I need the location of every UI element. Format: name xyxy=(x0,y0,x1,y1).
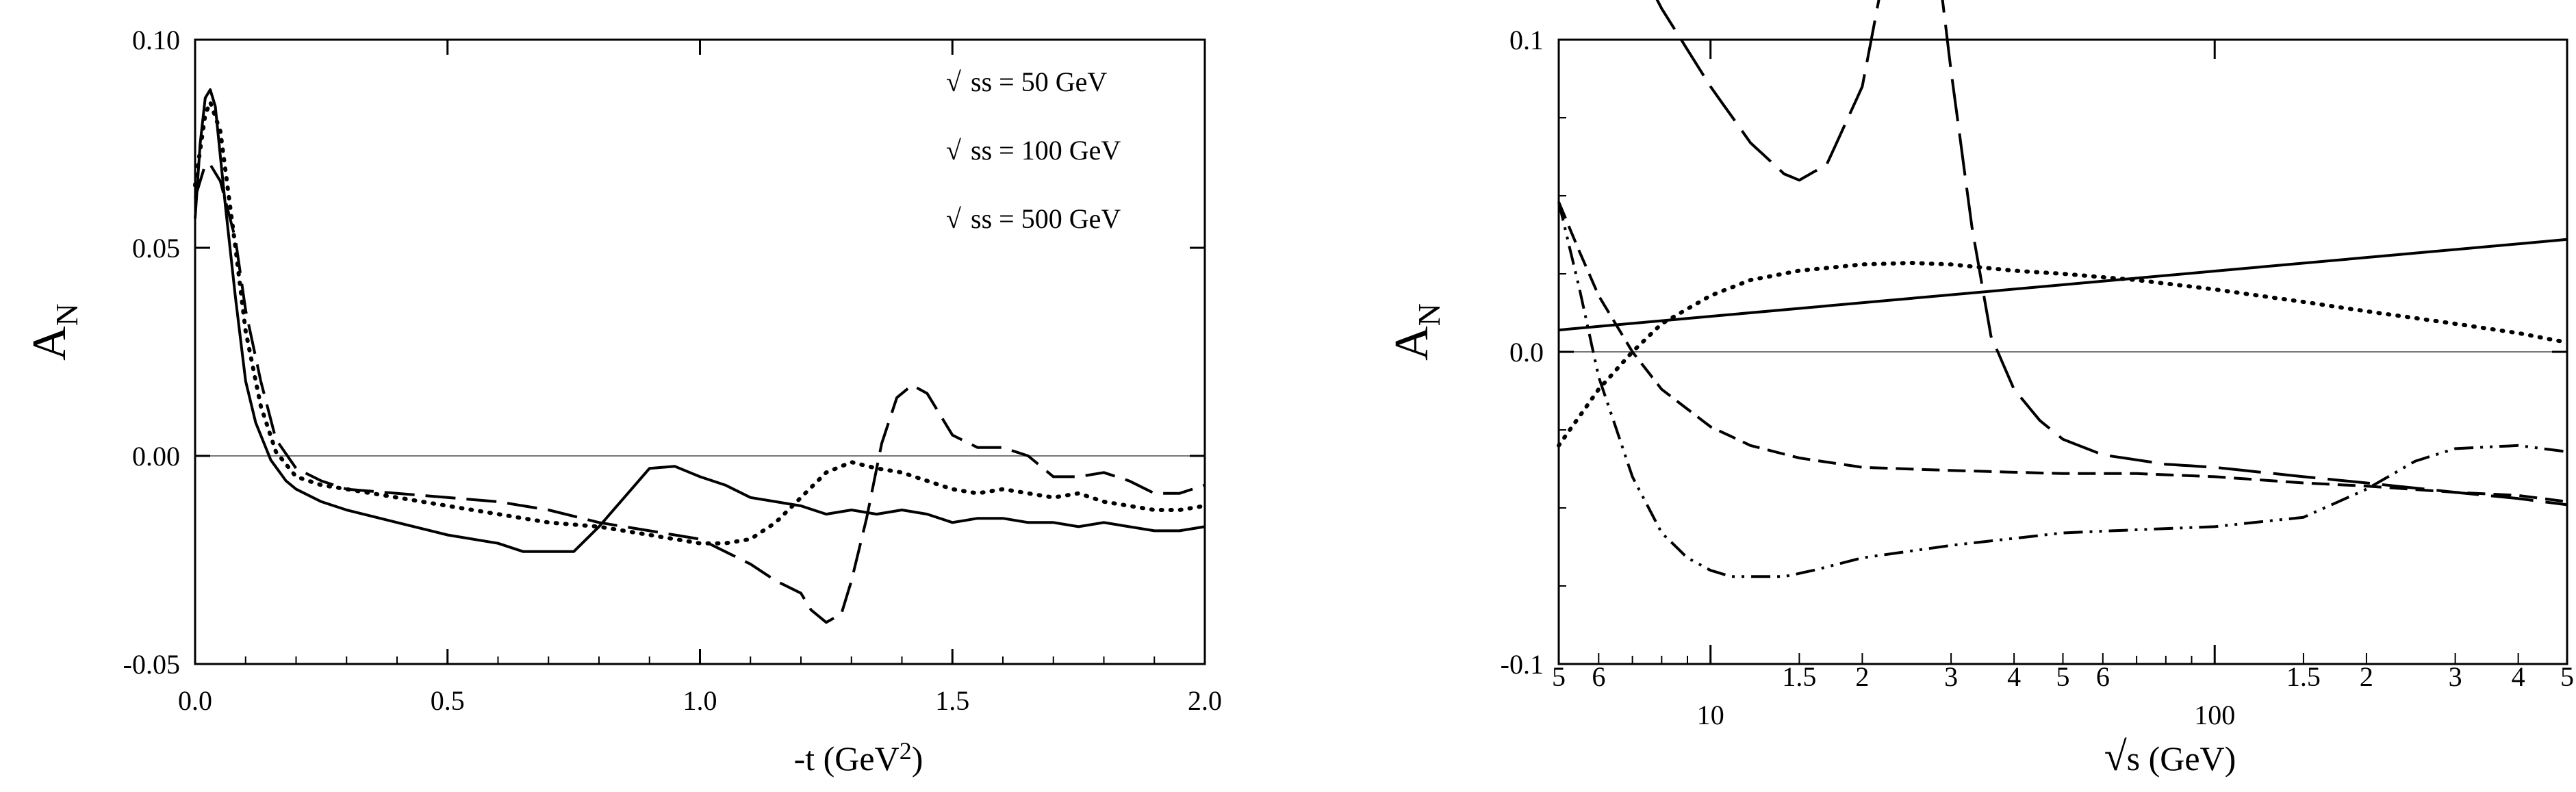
right-series-long-dashed xyxy=(1655,0,2568,507)
right-y-tick-label: -0.1 xyxy=(1501,649,1544,680)
right-x-minor-tick-label: 2 xyxy=(1855,661,1869,692)
right-x-minor-tick-label: 6 xyxy=(2096,661,2110,692)
legend-label: ss = 100 GeV xyxy=(971,135,1121,166)
right-x-minor-tick-label: 3 xyxy=(2449,661,2462,692)
left-y-tick-label: 0.05 xyxy=(132,233,180,264)
right-x-minor-tick-label: 6 xyxy=(1592,661,1605,692)
legend-entry-100gev: √ ss = 100 GeV xyxy=(946,135,1121,166)
legend-sqrt-symbol: √ xyxy=(946,203,961,234)
left-x-tick-label: 2.0 xyxy=(1188,685,1222,716)
right-x-minor-tick-label: 3 xyxy=(1944,661,1958,692)
left-panel: 0.0 0.5 1.0 1.5 2.0 -0.05 0.00 0.05 0.10 AN -t (… xyxy=(23,25,1222,778)
right-x-major-tick-label: 100 xyxy=(2194,700,2235,730)
left-legend: √ ss = 50 GeV √ ss = 100 GeV √ ss = 500 … xyxy=(946,66,1121,234)
right-x-minor-tick-label: 2 xyxy=(2360,661,2373,692)
right-series-solid xyxy=(1558,238,2568,332)
left-x-tick-label: 1.0 xyxy=(683,685,717,716)
left-x-tick-label: 0.0 xyxy=(178,685,212,716)
legend-entry-50gev: √ ss = 50 GeV xyxy=(946,66,1107,97)
legend-sqrt-symbol: √ xyxy=(946,135,961,166)
left-series-dashed xyxy=(194,163,1206,624)
left-y-tick-label: 0.10 xyxy=(132,25,180,55)
left-plot-frame xyxy=(194,38,1206,665)
right-x-minor-tick-label: 5 xyxy=(2560,661,2574,692)
right-x-major-tick-label: 10 xyxy=(1697,700,1724,730)
right-y-axis-label: AN xyxy=(1386,303,1446,361)
left-series-dotted xyxy=(193,100,1207,546)
left-y-tick-label: -0.05 xyxy=(123,649,180,680)
legend-sqrt-symbol: √ xyxy=(946,66,961,97)
right-x-minor-tick-label: 4 xyxy=(2512,661,2525,692)
right-x-minor-tick-label: 4 xyxy=(2007,661,2021,692)
right-y-tick-label: 0.1 xyxy=(1509,25,1544,55)
left-series-solid xyxy=(194,88,1206,553)
right-series-short-dashed xyxy=(1557,201,2568,503)
legend-label: ss = 500 GeV xyxy=(971,203,1121,234)
left-y-tick-label: 0.00 xyxy=(132,441,180,472)
right-series-dash-dot-dot xyxy=(1557,201,2568,578)
right-x-axis-label: √s (GeV) xyxy=(2104,734,2236,779)
right-x-minor-tick-label: 1.5 xyxy=(2286,661,2321,692)
left-x-tick-label: 0.5 xyxy=(431,685,465,716)
left-x-axis-label: -t (GeV2) xyxy=(794,737,923,778)
legend-entry-500gev: √ ss = 500 GeV xyxy=(946,203,1121,234)
left-y-axis-label: AN xyxy=(23,303,84,361)
left-x-tick-label: 1.5 xyxy=(935,685,969,716)
right-x-minor-tick-label: 5 xyxy=(1552,661,1566,692)
right-series-dotted xyxy=(1557,261,2569,448)
right-y-tick-label: 0.0 xyxy=(1509,337,1544,368)
right-x-minor-tick-label: 5 xyxy=(2056,661,2070,692)
right-plot-frame xyxy=(1557,38,2568,665)
right-panel: 5 6 1.5 2 3 4 5 6 1.5 2 3 4 510 100-0.10.00.1 AN √s (… xyxy=(1386,0,2574,779)
right-x-minor-tick-label: 1.5 xyxy=(1782,661,1816,692)
legend-label: ss = 50 GeV xyxy=(971,66,1107,97)
